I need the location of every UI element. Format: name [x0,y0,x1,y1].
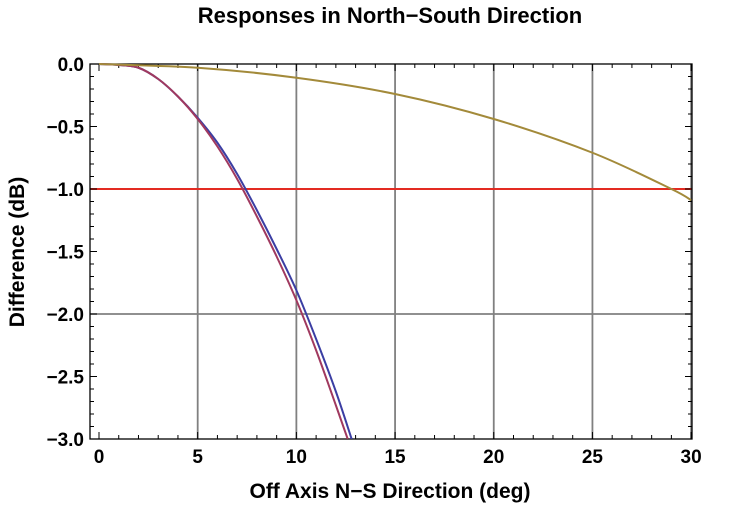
chart-title: Responses in North−South Direction [198,3,582,28]
ticks-layer [90,63,692,440]
x-tick-label: 15 [384,447,406,468]
x-tick-label: 25 [582,447,604,468]
tick-labels-layer: 0 5 10 15 20 25 30 0.0 −0.5 −1.0 −1.5 −2.0 −2.5 −3.0 [46,55,701,468]
series-line-3 [98,63,692,202]
y-tick-label: −0.5 [46,118,84,139]
y-tick-label: −1.5 [46,243,84,264]
x-tick-label: 20 [483,447,504,468]
y-tick-label: −2.5 [46,368,84,389]
series-layer [98,63,692,439]
x-tick-label: 10 [286,447,307,468]
x-tick-label: 0 [94,447,105,468]
x-tick-label: 5 [192,447,203,468]
y-axis-label: Difference (dB) [6,177,29,328]
plot-frame [89,63,693,440]
x-tick-label: 30 [681,447,702,468]
series-line-1 [98,63,353,439]
y-tick-label: 0.0 [58,55,84,76]
x-axis-label: Off Axis N−S Direction (deg) [249,480,530,503]
y-tick-label: −2.0 [46,305,84,326]
series-line-2 [98,63,349,439]
y-tick-label: −3.0 [46,430,84,451]
y-tick-label: −1.0 [46,180,84,201]
grid-layer [90,64,693,439]
